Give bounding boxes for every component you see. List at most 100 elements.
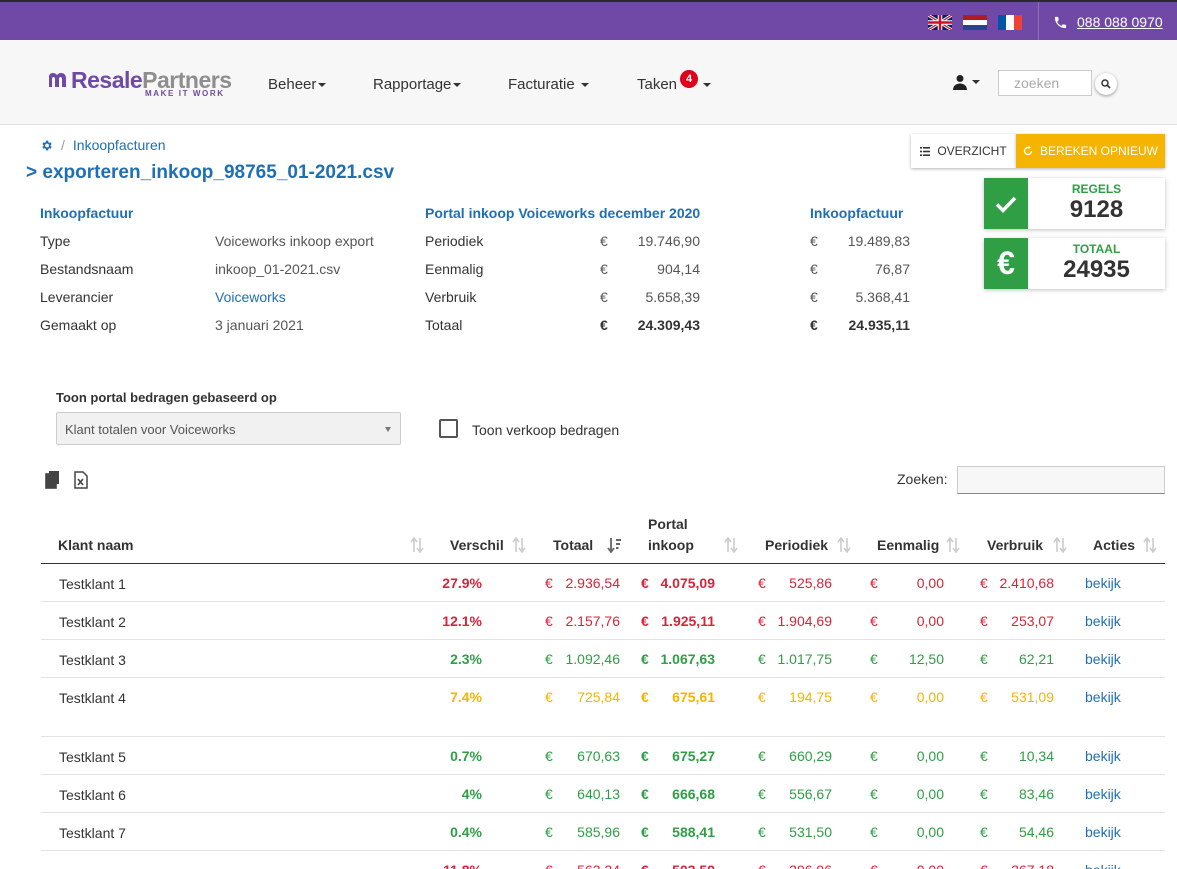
inkoopfactuur-heading: Inkoopfactuur [40,205,134,221]
leverancier-label: Leverancier [40,289,114,305]
currency-symbol: € [870,575,878,591]
euro-icon: € [984,238,1028,289]
periodiek-cell: 525,86 [789,575,832,591]
sort-icon[interactable] [1143,537,1157,553]
portal-totaal-value: 24.309,43 [637,317,700,333]
portal-cell: 666,68 [672,786,715,802]
verschil-cell: 11.8% [422,862,482,869]
sort-icon[interactable] [837,537,851,553]
col-portal-line2[interactable]: inkoop [648,537,694,553]
toon-verkoop-checkbox[interactable] [439,419,458,438]
currency-symbol: € [870,786,878,802]
nav-facturatie[interactable]: Facturatie [508,76,589,93]
bekijk-link[interactable]: bekijk [1085,613,1121,629]
logo-mark-icon [49,73,66,87]
currency-symbol: € [980,689,988,705]
table-row [41,678,1165,737]
overzicht-label: OVERZICHT [937,144,1007,158]
overzicht-button[interactable]: OVERZICHT [911,134,1016,168]
excel-export-icon[interactable] [73,471,89,489]
portal-cell: 1.067,63 [660,651,716,667]
sort-icon[interactable] [410,537,424,553]
topbar-divider [1038,2,1039,40]
currency-symbol: € [758,862,766,869]
currency-symbol: € [980,613,988,629]
search-button[interactable] [1095,73,1117,95]
regels-stat-card: REGELS 9128 [984,178,1165,229]
copy-icon[interactable] [45,471,61,489]
bereken-label: BEREKEN OPNIEUW [1039,144,1159,158]
klant-naam-cell: Testklant 7 [59,825,126,841]
currency-symbol: € [600,317,608,333]
leverancier-link[interactable]: Voiceworks [215,289,286,305]
bereken-opnieuw-button[interactable]: BEREKEN OPNIEUW [1016,134,1165,168]
language-switcher [928,15,1022,30]
bekijk-link[interactable]: bekijk [1085,786,1121,802]
breadcrumb-inkoopfacturen[interactable]: Inkoopfacturen [72,137,166,153]
col-verbruik[interactable]: Verbruik [987,537,1044,553]
currency-symbol: € [758,824,766,840]
currency-symbol: € [641,651,649,667]
table-search-input[interactable] [957,466,1165,494]
nav-rapportage[interactable]: Rapportage [373,76,462,93]
logo-tagline: MAKE IT WORK [145,89,225,98]
sort-icon[interactable] [512,537,526,553]
user-menu[interactable] [952,74,980,90]
nav-facturatie-label: Facturatie [508,76,575,93]
currency-symbol: € [810,317,818,333]
verschil-cell: 0.4% [450,824,482,840]
table-row [41,640,1165,678]
eenmalig-cell: 0,00 [916,748,944,764]
periodiek-cell: 296,96 [742,862,832,869]
fr-flag-icon[interactable] [998,15,1022,30]
sort-icon[interactable] [724,537,738,553]
currency-symbol: € [870,748,878,764]
refresh-icon [1023,146,1033,156]
resalepartners-logo[interactable]: ResalePartners MAKE IT WORK [47,67,237,101]
inkoop-periodiek-value: 19.489,83 [847,233,910,249]
nav-rapportage-label: Rapportage [373,76,452,93]
nl-flag-icon[interactable] [963,15,987,30]
bekijk-link[interactable]: bekijk [1085,575,1121,591]
col-portal-line1[interactable]: Portal [648,516,688,532]
portal-eenmalig-label: Eenmalig [425,261,484,277]
col-eenmalig[interactable]: Eenmalig [877,537,940,553]
bekijk-link[interactable]: bekijk [1085,689,1121,705]
verschil-cell: 4% [461,786,482,802]
periodiek-cell: 556,67 [789,786,832,802]
table-row [41,775,1165,813]
bekijk-link[interactable]: bekijk [1085,862,1121,869]
bekijk-link[interactable]: bekijk [1085,748,1121,764]
col-periodiek[interactable]: Periodiek [765,537,829,553]
type-label: Type [40,233,71,249]
portal-cell: 4.075,09 [660,575,716,591]
sort-descending-icon[interactable] [607,537,621,553]
col-acties[interactable]: Acties [1093,537,1136,553]
nav-taken[interactable]: Taken 4 [637,70,712,93]
eenmalig-cell: 0,00 [916,613,944,629]
en-flag-icon[interactable] [928,15,952,30]
bekijk-link[interactable]: bekijk [1085,651,1121,667]
portal-basis-select[interactable]: Klant totalen voor Voiceworks [56,412,401,445]
phone-number-link[interactable]: 088 088 0970 [1077,14,1163,30]
verbruik-cell: 83,46 [1018,786,1054,802]
gear-icon[interactable] [40,139,53,152]
sort-icon[interactable] [1053,537,1067,553]
portal-cell: 675,27 [672,748,715,764]
portal-totaal-label: Totaal [425,317,463,333]
phone-icon [1054,16,1067,28]
col-totaal[interactable]: Totaal [553,537,594,553]
sort-icon[interactable] [946,537,960,553]
col-klant-naam[interactable]: Klant naam [58,537,134,553]
global-search-input[interactable] [998,70,1092,96]
nav-beheer[interactable]: Beheer [268,76,327,93]
top-bar: 088 088 0970 [0,0,1177,40]
portal-heading: Portal inkoop Voiceworks december 2020 [425,205,701,221]
currency-symbol: € [980,575,988,591]
currency-symbol: € [870,824,878,840]
col-verschil[interactable]: Verschil [450,537,504,553]
bekijk-link[interactable]: bekijk [1085,824,1121,840]
currency-symbol: € [980,824,988,840]
search-icon [1101,79,1111,89]
currency-symbol: € [545,786,553,802]
